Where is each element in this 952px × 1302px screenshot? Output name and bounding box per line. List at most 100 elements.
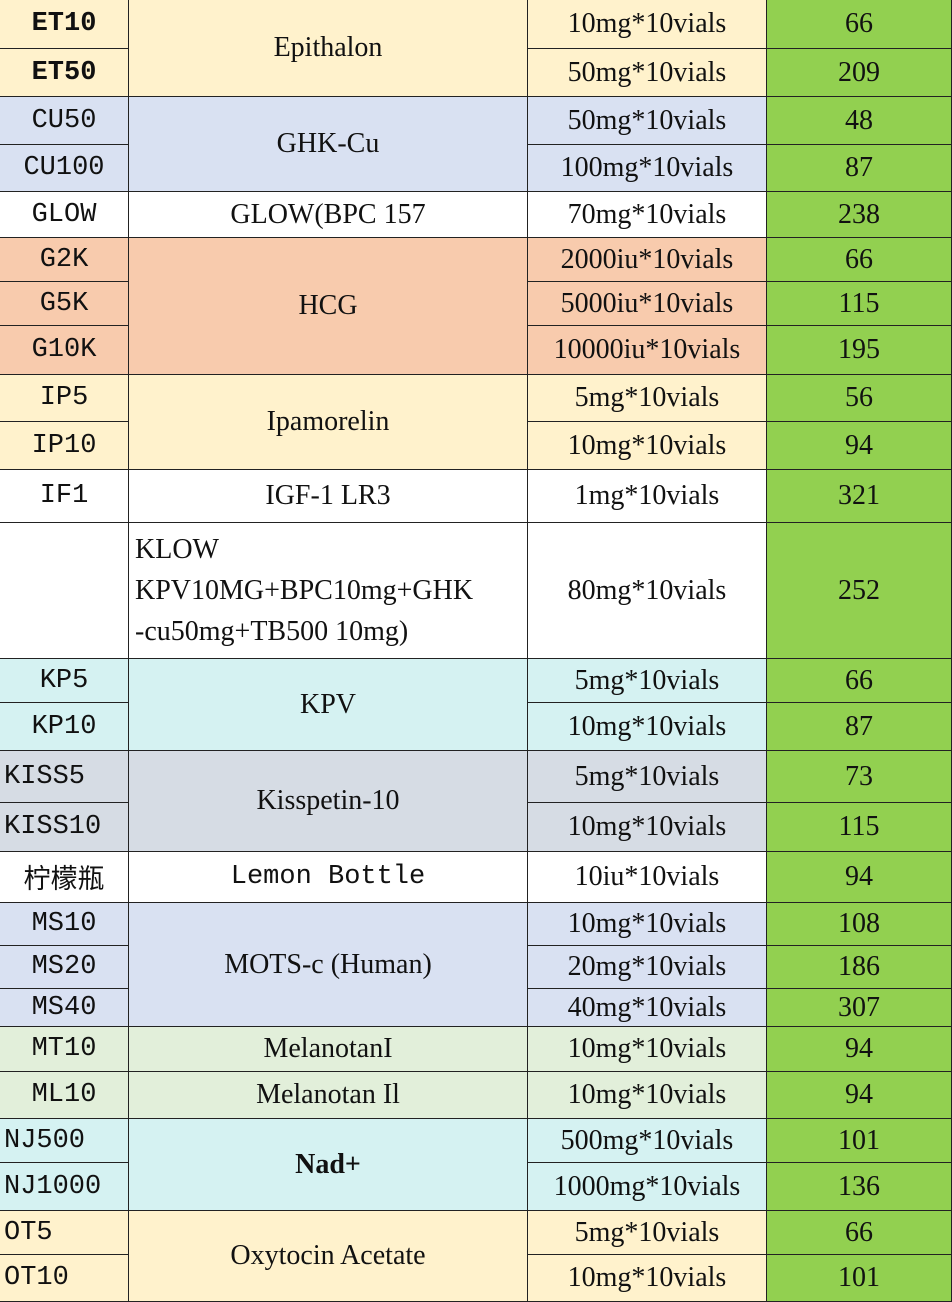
code-cell: MS10 xyxy=(0,903,129,946)
price-cell: 321 xyxy=(767,470,952,523)
spec-cell: 5mg*10vials xyxy=(528,659,767,703)
code-cell: 柠檬瓶 xyxy=(0,852,129,903)
price-cell: 94 xyxy=(767,1072,952,1119)
product-spec: 10mg*10vials xyxy=(567,710,727,742)
product-spec: 5mg*10vials xyxy=(574,760,720,792)
product-price: 66 xyxy=(845,1216,873,1248)
code-cell: GLOW xyxy=(0,192,129,238)
product-code: KISS10 xyxy=(4,812,102,842)
product-spec: 10iu*10vials xyxy=(574,861,720,892)
product-name: Epithalon xyxy=(273,32,383,63)
spec-cell: 80mg*10vials xyxy=(528,523,767,659)
code-cell: IP10 xyxy=(0,422,129,470)
spec-cell: 10mg*10vials xyxy=(528,422,767,470)
spec-cell: 40mg*10vials xyxy=(528,989,767,1027)
product-code: NJ1000 xyxy=(4,1171,102,1202)
product-name: MelanotanI xyxy=(263,1033,393,1064)
code-cell: KISS5 xyxy=(0,751,129,803)
product-spec: 20mg*10vials xyxy=(567,951,727,982)
product-spec: 10mg*10vials xyxy=(567,1262,727,1293)
code-cell: IF1 xyxy=(0,470,129,523)
product-price: 73 xyxy=(845,760,873,792)
product-spec: 2000iu*10vials xyxy=(560,243,734,275)
price-cell: 94 xyxy=(767,852,952,903)
product-code: G2K xyxy=(39,244,89,275)
product-name: IGF-1 LR3 xyxy=(265,480,391,511)
spec-cell: 10mg*10vials xyxy=(528,703,767,751)
price-cell: 101 xyxy=(767,1119,952,1163)
spec-cell: 10mg*10vials xyxy=(528,1255,767,1302)
product-code: NJ500 xyxy=(4,1125,86,1156)
spec-cell: 50mg*10vials xyxy=(528,97,767,145)
product-spec: 10mg*10vials xyxy=(567,429,727,461)
product-price: 94 xyxy=(845,1079,873,1110)
name-cell: Melanotan Il xyxy=(129,1072,528,1119)
product-price: 66 xyxy=(845,243,873,275)
price-cell: 252 xyxy=(767,523,952,659)
code-cell: MT10 xyxy=(0,1027,129,1072)
product-code: 柠檬瓶 xyxy=(23,867,105,897)
product-spec: 80mg*10vials xyxy=(567,574,727,606)
product-code: CU100 xyxy=(23,153,105,183)
product-spec: 5mg*10vials xyxy=(574,382,720,413)
name-cell: KPV xyxy=(129,659,528,751)
code-cell: ET10 xyxy=(0,0,129,49)
code-cell: ML10 xyxy=(0,1072,129,1119)
product-code: OT10 xyxy=(4,1263,69,1293)
code-cell: CU100 xyxy=(0,145,129,192)
product-price: 94 xyxy=(845,861,873,892)
price-cell: 136 xyxy=(767,1163,952,1211)
product-spec: 5000iu*10vials xyxy=(560,287,734,319)
product-price: 87 xyxy=(845,710,873,742)
price-cell: 87 xyxy=(767,145,952,192)
code-cell: CU50 xyxy=(0,97,129,145)
spec-cell: 500mg*10vials xyxy=(528,1119,767,1163)
product-spec: 10mg*10vials xyxy=(567,8,727,39)
spec-cell: 20mg*10vials xyxy=(528,946,767,989)
product-price: 209 xyxy=(838,56,880,88)
price-cell: 66 xyxy=(767,238,952,282)
code-cell: G10K xyxy=(0,326,129,375)
product-price: 87 xyxy=(845,152,873,183)
spec-cell: 10mg*10vials xyxy=(528,0,767,49)
spec-cell: 5mg*10vials xyxy=(528,751,767,803)
product-price: 66 xyxy=(845,8,873,39)
code-cell: NJ1000 xyxy=(0,1163,129,1211)
product-spec: 1mg*10vials xyxy=(574,480,720,511)
code-cell: MS40 xyxy=(0,989,129,1027)
product-code: IP10 xyxy=(31,430,97,461)
product-name: Kisspetin-10 xyxy=(256,785,400,816)
product-name: Melanotan Il xyxy=(256,1079,400,1110)
product-price: 115 xyxy=(838,287,880,319)
product-name: Ipamorelin xyxy=(266,406,390,437)
name-cell: MOTS-c (Human) xyxy=(129,903,528,1027)
price-cell: 87 xyxy=(767,703,952,751)
name-cell: Epithalon xyxy=(129,0,528,97)
product-price: 108 xyxy=(838,908,880,939)
product-name-line: -cu50mg+TB500 10mg) xyxy=(135,616,409,647)
code-cell: OT5 xyxy=(0,1211,129,1255)
spec-cell: 100mg*10vials xyxy=(528,145,767,192)
spec-cell: 10iu*10vials xyxy=(528,852,767,903)
price-cell: 73 xyxy=(767,751,952,803)
code-cell: G5K xyxy=(0,282,129,326)
spec-cell: 10mg*10vials xyxy=(528,803,767,852)
spec-cell: 5mg*10vials xyxy=(528,1211,767,1255)
product-spec: 10mg*10vials xyxy=(567,811,727,842)
product-code: G5K xyxy=(39,288,89,319)
product-spec: 5mg*10vials xyxy=(574,1216,720,1248)
product-name-line: KPV10MG+BPC10mg+GHK xyxy=(135,575,474,606)
product-name: GHK-Cu xyxy=(276,128,380,159)
spec-cell: 1000mg*10vials xyxy=(528,1163,767,1211)
price-cell: 195 xyxy=(767,326,952,375)
product-price: 307 xyxy=(838,991,880,1023)
price-cell: 48 xyxy=(767,97,952,145)
product-code: KP5 xyxy=(39,665,89,696)
product-spec: 100mg*10vials xyxy=(560,152,734,183)
price-cell: 66 xyxy=(767,1211,952,1255)
product-spec: 10mg*10vials xyxy=(567,1079,727,1110)
name-cell: IGF-1 LR3 xyxy=(129,470,528,523)
name-cell: MelanotanI xyxy=(129,1027,528,1072)
product-price: 321 xyxy=(838,480,880,511)
name-cell: Nad+ xyxy=(129,1119,528,1211)
